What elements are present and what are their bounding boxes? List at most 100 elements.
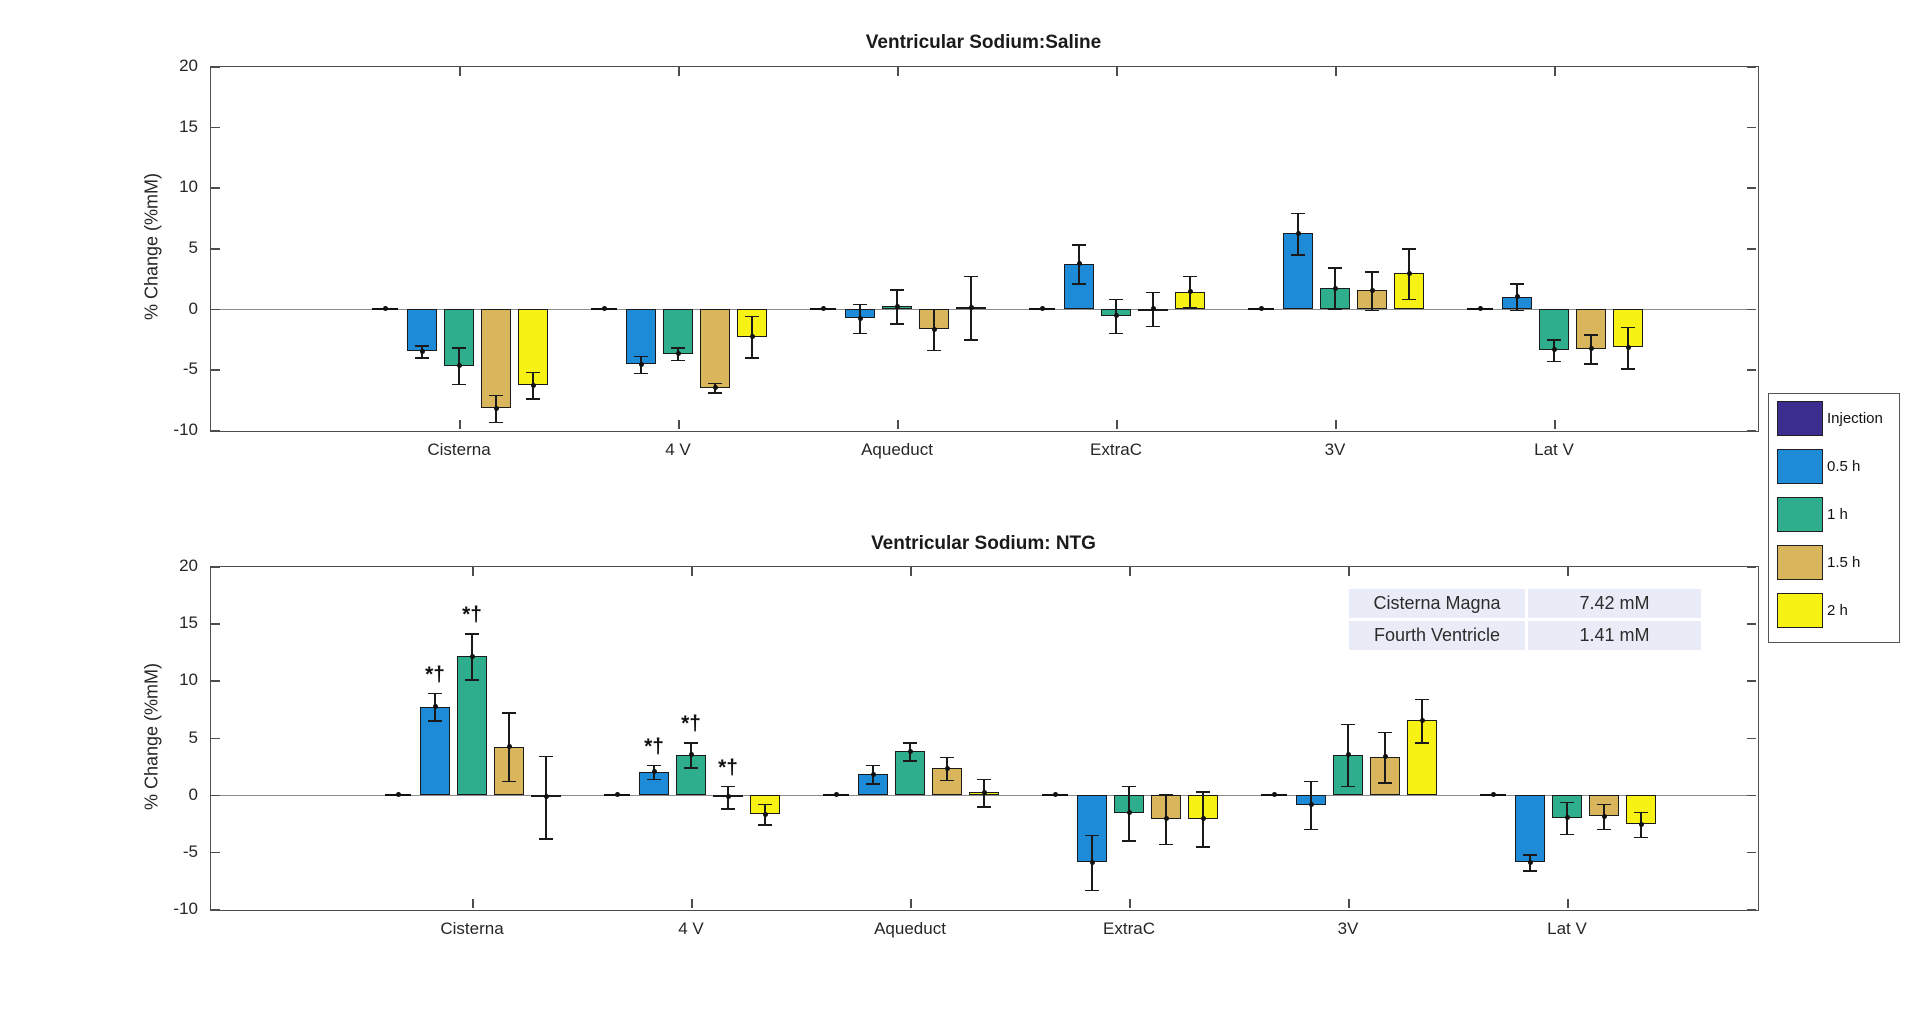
y-tick-label: 10 [179,177,198,197]
errorbar-cap [1621,326,1635,329]
bar-latv-05h [1515,794,1545,863]
errorbar-mean-dot [1419,717,1425,723]
bar-4v-15h [700,308,730,388]
y-tick-label: -10 [173,899,198,918]
y-tick-label: -5 [182,359,198,379]
significance-marker: *† [681,712,701,736]
errorbar-mean-dot [712,385,718,391]
y-tick-label: 15 [179,116,198,136]
x-tick [678,420,680,429]
errorbar-cap [1523,854,1537,856]
errorbar-cap [940,779,954,782]
marker-cisterna-injection [382,306,388,312]
errorbar-mean-dot [456,363,462,369]
y-tick [1747,851,1756,854]
errorbar-cap [1597,803,1611,806]
errorbar-cap [1365,309,1379,312]
errorbar-cap [903,742,917,744]
errorbar-cap [708,382,722,385]
x-tick [1348,567,1350,576]
errorbar-cap [1378,782,1392,784]
x-category-label: 4 V [665,440,691,459]
marker-extrac-injection [1039,306,1045,312]
legend-swatch-0-5h [1777,448,1823,484]
errorbar-cap [964,275,978,278]
y-tick [1747,737,1756,739]
errorbar-cap [647,764,661,767]
errorbar-cap [1146,291,1160,294]
errorbar-cap [1415,742,1429,744]
errorbar-mean-dot [530,382,536,388]
errorbar-cap [977,778,991,781]
errorbar-cap [1122,785,1136,788]
errorbar-cap [634,355,648,358]
x-category-label: Aqueduct [861,440,933,459]
errorbar-mean-dot [870,771,876,777]
x-tick [1116,67,1118,76]
errorbar-mean-dot [1295,230,1301,236]
errorbar-cap [465,633,479,635]
errorbar-mean-dot [1308,802,1314,808]
errorbar-mean-dot [432,704,438,710]
errorbar-cap [1402,298,1416,301]
marker-extrac-injection [1052,792,1058,798]
legend-item-injection: Injection [1777,400,1883,436]
bar-4v-1h [676,754,706,795]
errorbar-cap [853,303,867,306]
legend: Injection 0.5 h 1 h 1.5 h 2 h [1768,393,1900,643]
y-tick [1747,126,1756,129]
x-tick [1554,420,1556,429]
errorbar-cap [1328,267,1342,269]
x-category-label: 4 V [678,919,704,938]
errorbar-mean-dot [907,748,913,754]
marker-3v-injection [1258,306,1264,312]
errorbar-cap [489,421,503,423]
y-tick-label: 0 [188,784,198,804]
errorbar-cap [866,764,880,767]
errorbar-cap [1378,731,1392,734]
chart-title: Ventricular Sodium: NTG [871,533,1096,554]
legend-swatch-2h [1777,592,1823,628]
y-tick [211,623,220,625]
errorbar-cap [1634,811,1648,814]
errorbar-cap [1584,363,1598,365]
errorbar-cap [1634,836,1648,839]
chart-title: Ventricular Sodium:Saline [865,32,1102,53]
errorbar-cap [671,347,685,349]
errorbar-cap [1159,793,1173,796]
errorbar-mean-dot [894,303,900,309]
errorbar-cap [1085,834,1099,837]
errorbar-cap [1159,843,1173,846]
errorbar-mean-dot [675,351,681,357]
errorbar-cap [708,392,722,394]
y-tick [1747,66,1756,68]
x-tick [1348,899,1350,908]
errorbar-cap [1109,332,1123,335]
legend-swatch-1-5h [1777,544,1823,580]
errorbar-cap [1291,254,1305,256]
y-tick [1747,794,1756,797]
errorbar-mean-dot [493,405,499,411]
errorbar-mean-dot [1551,347,1557,353]
errorbar-cap [1109,298,1123,301]
x-tick [910,567,912,576]
errorbar-cap [502,712,516,714]
y-tick-label: 10 [179,670,198,690]
errorbar-cap [1072,244,1086,246]
x-category-label: Aqueduct [874,919,946,938]
marker-aqueduct-injection [833,792,839,798]
x-tick [1567,567,1569,576]
errorbar-cap [684,767,698,769]
errorbar-cap [502,780,516,783]
errorbar-cap [1196,846,1210,848]
x-tick [1129,899,1131,908]
y-tick [211,187,220,189]
errorbar-mean-dot [981,789,987,795]
errorbar-cap [927,349,941,352]
errorbar-mean-dot [1089,859,1095,865]
y-tick [211,794,220,797]
errorbar-cap [1365,271,1379,273]
y-tick [211,308,220,311]
x-tick [1335,67,1337,76]
y-tick-label: 20 [179,556,198,575]
